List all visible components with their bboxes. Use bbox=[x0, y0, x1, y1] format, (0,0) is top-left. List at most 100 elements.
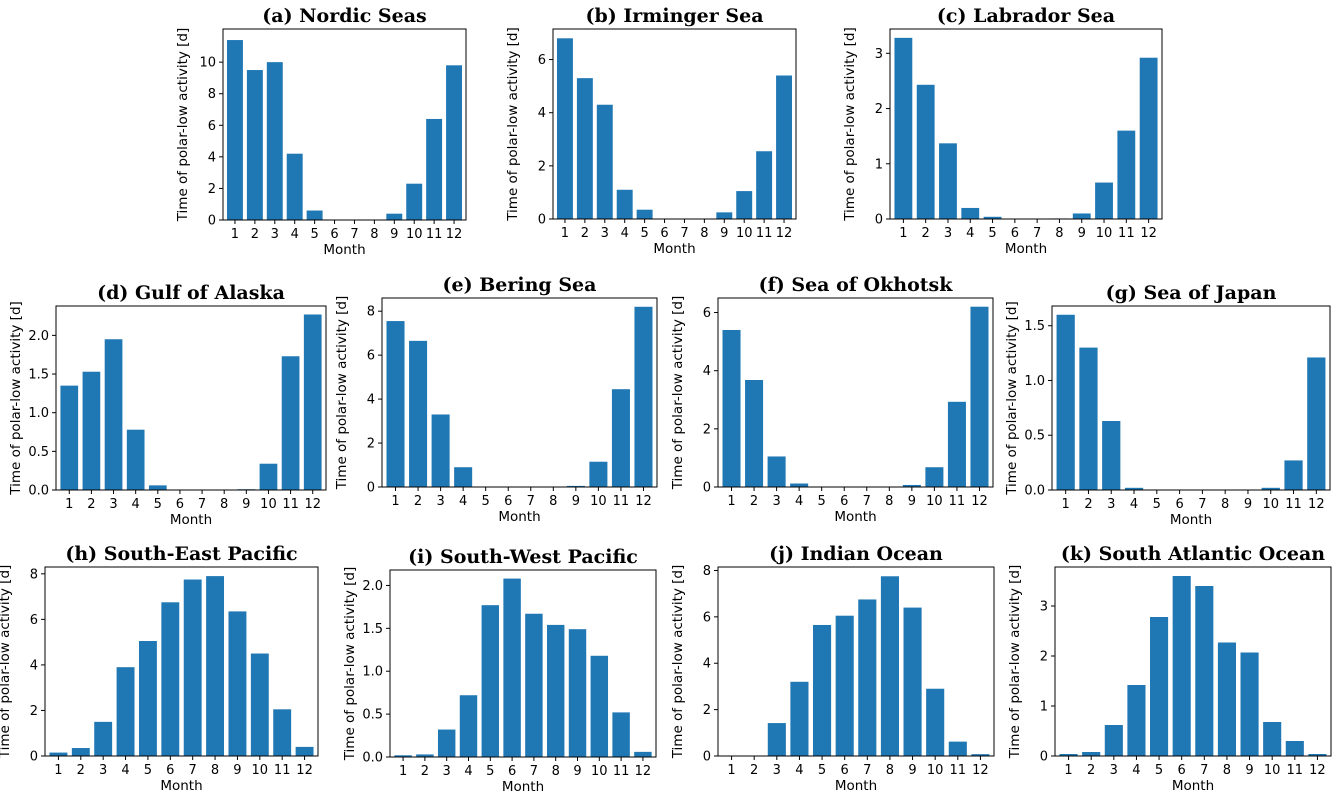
x-tick-label: 7 bbox=[189, 763, 197, 778]
bar bbox=[894, 37, 913, 220]
bar bbox=[1079, 347, 1098, 490]
chart-title: (b) Irminger Sea bbox=[585, 5, 763, 27]
x-tick-label: 8 bbox=[1221, 497, 1229, 512]
bar bbox=[206, 576, 225, 756]
bar bbox=[303, 314, 322, 490]
bar bbox=[183, 579, 202, 756]
y-tick-label: 0 bbox=[1040, 750, 1048, 765]
chart-panel: 1 2 3 4 5 6 7 8 9 10 11 120.00.51.01.52.0(d) Gulf o… bbox=[8, 282, 327, 528]
x-tick-label: 7 bbox=[1200, 763, 1208, 778]
bar bbox=[568, 629, 587, 757]
y-tick-label: 1.5 bbox=[28, 368, 49, 383]
x-tick-label: 6 bbox=[1175, 497, 1183, 512]
x-tick-label: 11 bbox=[1118, 226, 1135, 241]
y-tick-label: 6 bbox=[703, 610, 711, 625]
bar bbox=[266, 62, 283, 221]
x-tick-label: 3 bbox=[109, 497, 117, 512]
x-tick-label: 5 bbox=[482, 494, 490, 509]
bar bbox=[948, 741, 967, 756]
y-tick-label: 8 bbox=[703, 564, 711, 579]
x-tick-label: 1 bbox=[1062, 497, 1070, 512]
x-tick-label: 11 bbox=[949, 494, 966, 509]
x-axis-label: Month bbox=[653, 241, 695, 257]
x-tick-label: 4 bbox=[132, 497, 140, 512]
y-tick-label: 2 bbox=[1040, 650, 1048, 665]
bar bbox=[228, 611, 247, 756]
x-tick-label: 2 bbox=[1084, 497, 1092, 512]
bar bbox=[961, 207, 980, 219]
chart-title: (d) Gulf of Alaska bbox=[97, 282, 285, 304]
bar bbox=[1102, 421, 1121, 490]
y-axis-label: Time of polar-low activity [d] bbox=[8, 301, 24, 496]
x-tick-label: 9 bbox=[908, 494, 916, 509]
bar bbox=[394, 755, 412, 757]
x-tick-label: 7 bbox=[350, 227, 358, 242]
x-tick-label: 9 bbox=[242, 497, 250, 512]
x-tick-label: 1 bbox=[231, 227, 239, 242]
x-tick-label: 10 bbox=[252, 763, 269, 778]
x-tick-label: 5 bbox=[1153, 497, 1161, 512]
x-tick-label: 7 bbox=[1033, 226, 1041, 241]
y-tick-label: 0 bbox=[208, 214, 216, 229]
bar bbox=[273, 709, 292, 756]
bar bbox=[611, 389, 630, 487]
bar bbox=[1307, 357, 1326, 490]
chart-title: (f) Sea of Okhotsk bbox=[759, 274, 954, 296]
x-tick-label: 5 bbox=[486, 764, 494, 779]
y-tick-label: 2.0 bbox=[28, 329, 49, 344]
x-tick-label: 5 bbox=[310, 227, 318, 242]
y-tick-label: 1.0 bbox=[28, 406, 49, 421]
bar bbox=[616, 189, 633, 219]
chart-title: (g) Sea of Japan bbox=[1106, 282, 1277, 304]
x-axis-label: Month bbox=[160, 778, 202, 794]
y-axis-label: Time of polar-low activity [d] bbox=[505, 27, 521, 222]
y-tick-label: 0.5 bbox=[362, 708, 383, 723]
y-tick-label: 3 bbox=[1040, 600, 1048, 615]
bar bbox=[612, 712, 630, 757]
chart-title: (h) South-East Pacific bbox=[65, 543, 297, 565]
x-axis-label: Month bbox=[835, 778, 877, 794]
x-tick-label: 5 bbox=[154, 497, 162, 512]
y-tick-label: 1.0 bbox=[362, 665, 383, 680]
x-tick-label: 3 bbox=[601, 226, 609, 241]
x-axis-label: Month bbox=[834, 509, 876, 525]
plot-frame bbox=[1054, 566, 1332, 757]
y-tick-label: 6 bbox=[30, 613, 38, 628]
bar bbox=[767, 456, 786, 487]
bar bbox=[94, 721, 113, 756]
x-tick-label: 10 bbox=[260, 497, 277, 512]
bar bbox=[281, 356, 300, 490]
x-tick-label: 3 bbox=[436, 494, 444, 509]
bar bbox=[250, 653, 269, 756]
bar bbox=[386, 213, 403, 220]
bar bbox=[60, 385, 79, 490]
x-tick-label: 8 bbox=[220, 497, 228, 512]
x-tick-label: 7 bbox=[530, 764, 538, 779]
x-tick-label: 9 bbox=[572, 494, 580, 509]
bar bbox=[756, 151, 773, 219]
bar bbox=[1195, 586, 1214, 756]
y-tick-label: 0.5 bbox=[28, 445, 49, 460]
bar bbox=[1284, 460, 1303, 490]
x-tick-label: 2 bbox=[750, 763, 758, 778]
bar bbox=[148, 485, 167, 490]
x-tick-label: 5 bbox=[144, 763, 152, 778]
x-tick-label: 1 bbox=[54, 763, 62, 778]
x-tick-label: 11 bbox=[1285, 497, 1302, 512]
x-tick-label: 7 bbox=[1198, 497, 1206, 512]
x-tick-label: 11 bbox=[282, 497, 299, 512]
x-tick-label: 5 bbox=[640, 226, 648, 241]
bar bbox=[431, 414, 450, 487]
y-axis-label: Time of polar-low activity [d] bbox=[175, 28, 191, 223]
bar bbox=[454, 467, 473, 487]
x-tick-label: 4 bbox=[459, 494, 467, 509]
bar bbox=[566, 485, 585, 487]
bar bbox=[858, 599, 877, 756]
x-tick-label: 8 bbox=[1223, 763, 1231, 778]
bar bbox=[1056, 314, 1075, 490]
chart-title: (a) Nordic Seas bbox=[262, 5, 426, 27]
bar bbox=[596, 104, 613, 219]
bar bbox=[925, 467, 944, 487]
